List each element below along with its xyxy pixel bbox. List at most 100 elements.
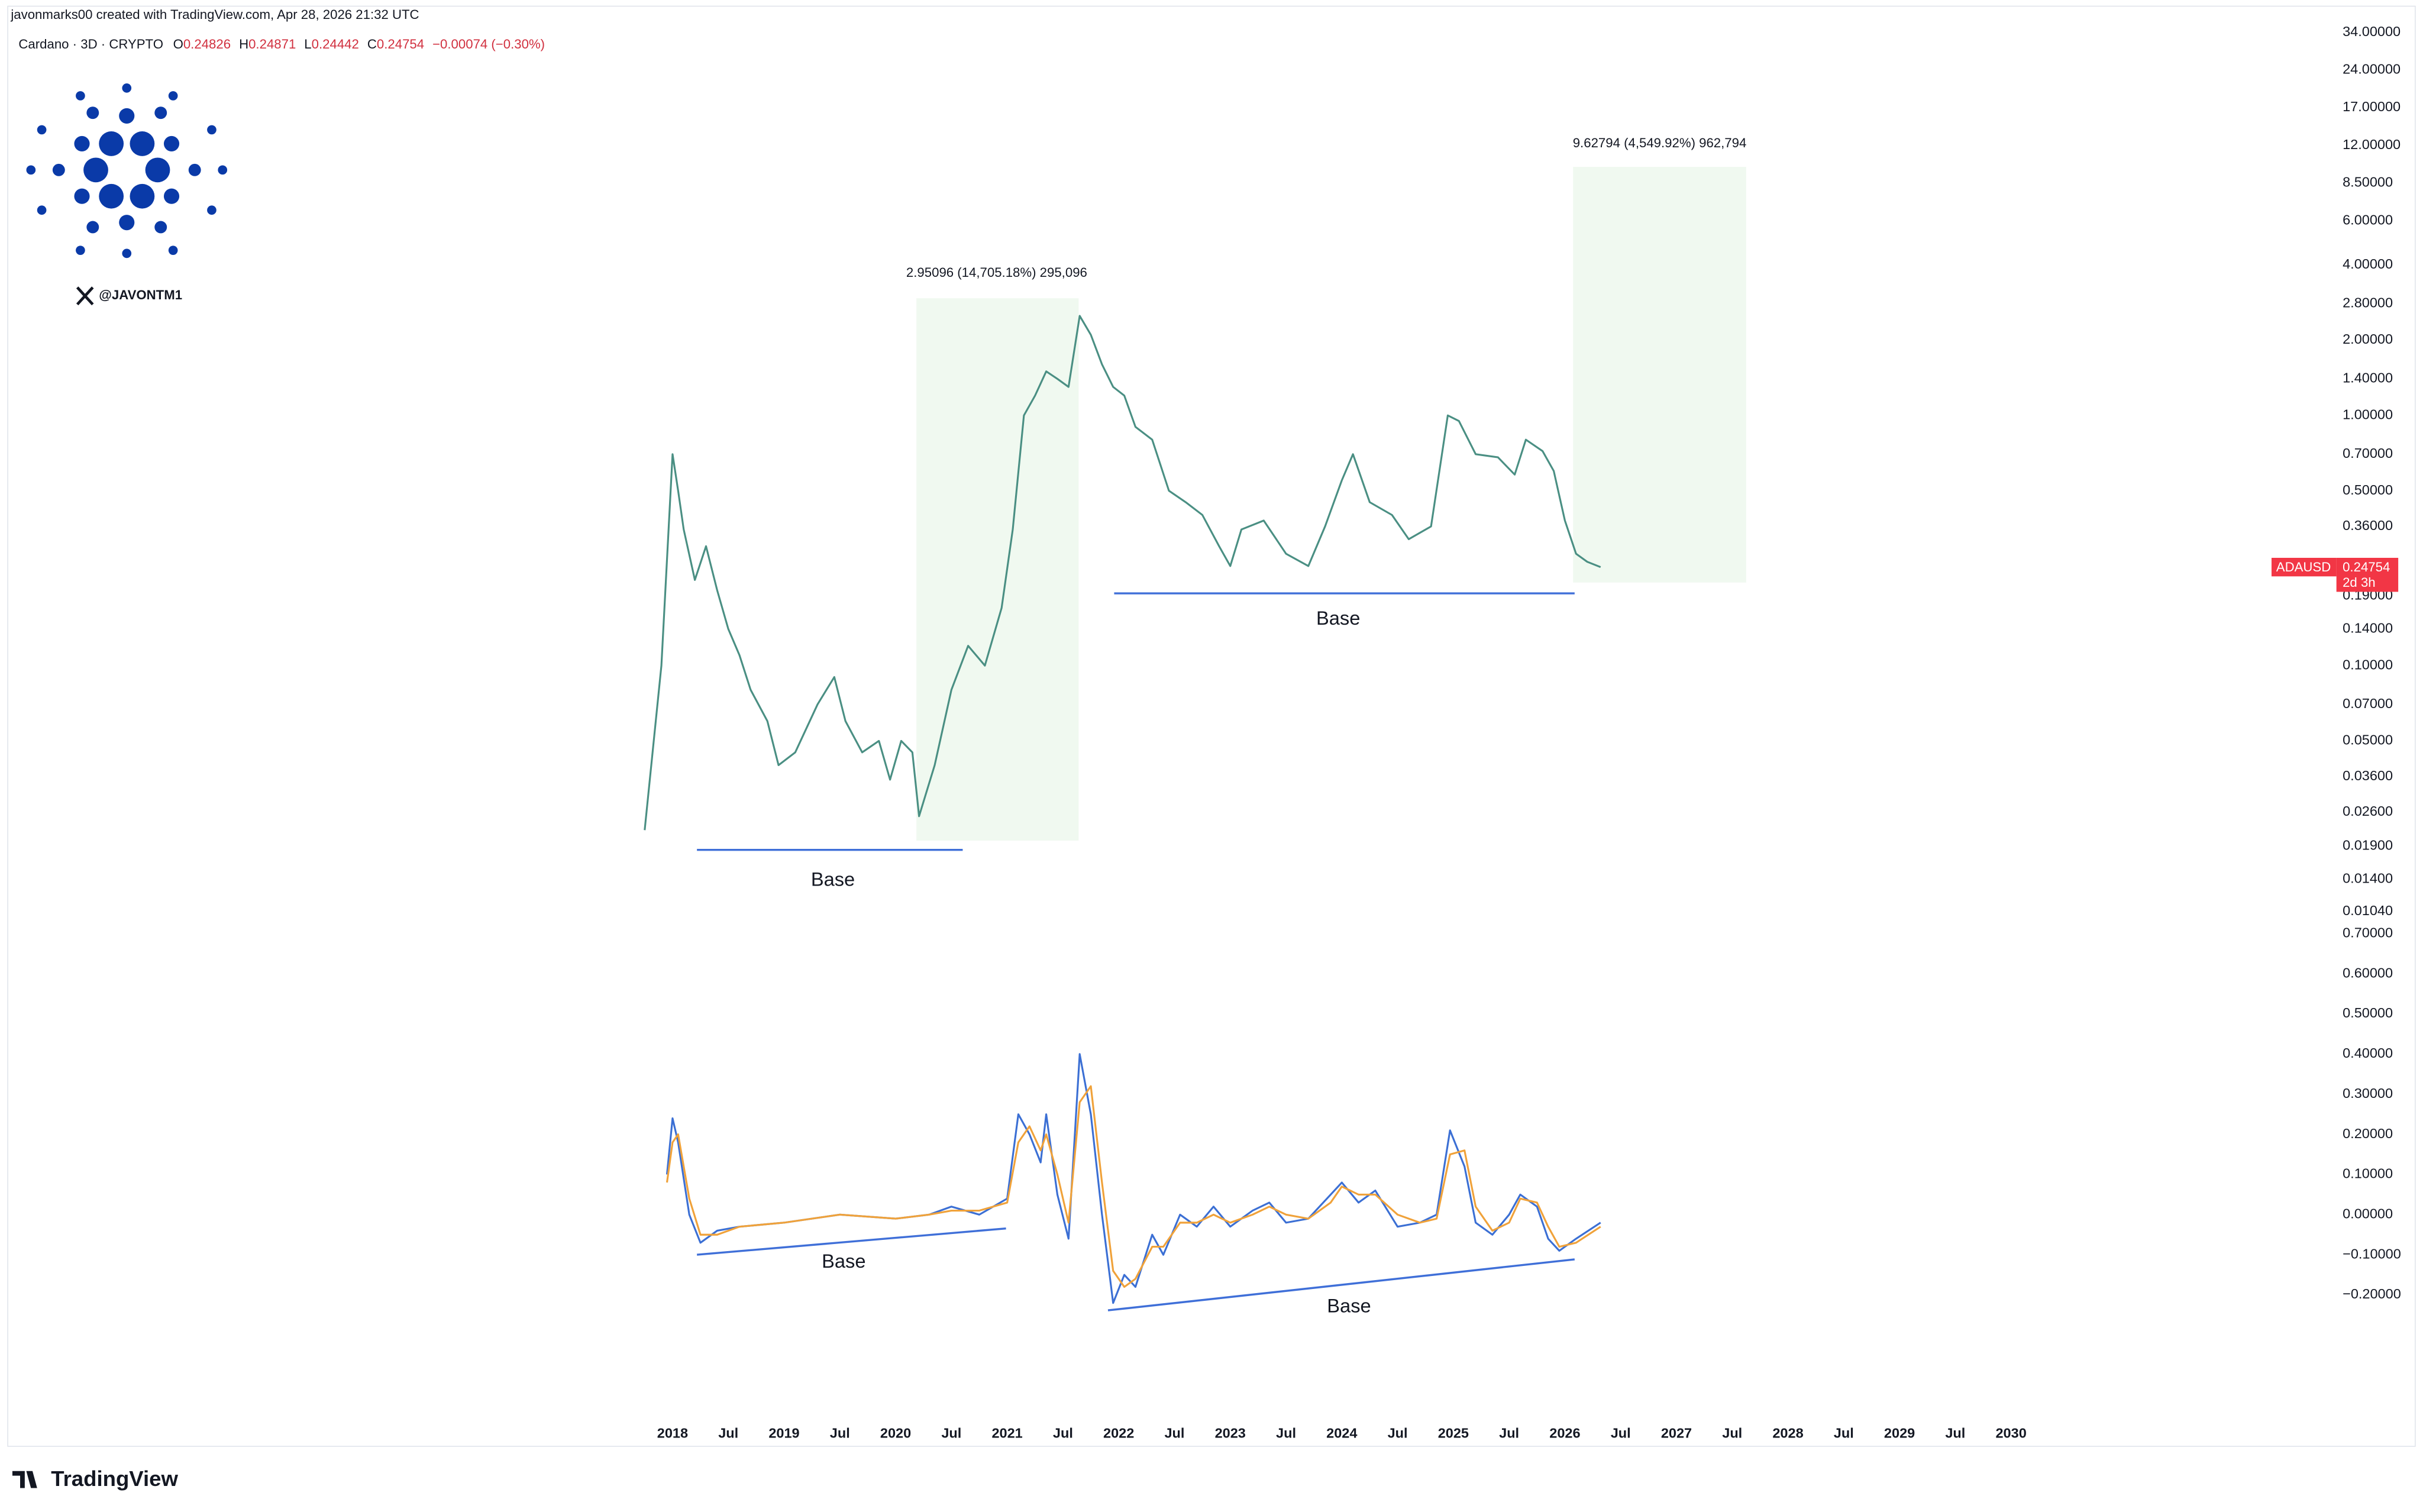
x-icon bbox=[76, 286, 94, 306]
ohlc-value: 0.24754 bbox=[377, 37, 424, 51]
attribution: javonmarks00 created with TradingView.co… bbox=[10, 7, 419, 22]
x-tick-label: 2024 bbox=[1326, 1425, 1357, 1440]
y-tick-label: 0.00000 bbox=[2343, 1206, 2393, 1222]
y-tick-label: 8.50000 bbox=[2343, 174, 2393, 189]
logo-dot bbox=[168, 91, 178, 101]
logo-dot bbox=[76, 245, 85, 256]
y-tick-label: 0.70000 bbox=[2343, 925, 2393, 940]
x-tick-label: Jul bbox=[1388, 1425, 1408, 1440]
x-tick-label: 2020 bbox=[880, 1425, 911, 1440]
plots: 34.00000 24.00000 17.00000 12.00000 8.50000 6… bbox=[644, 24, 2401, 1440]
x-tick-label: Jul bbox=[1611, 1425, 1631, 1440]
x-tick-label: Jul bbox=[830, 1425, 850, 1440]
y-tick-label: 0.20000 bbox=[2343, 1126, 2393, 1141]
y-tick-label: 2.00000 bbox=[2343, 331, 2393, 347]
base-label: Base bbox=[1327, 1295, 1371, 1317]
logo-dot bbox=[154, 106, 167, 119]
measure-label: 9.62794 (4,549.92%) 962,794 bbox=[1573, 135, 1747, 150]
bar-countdown: 2d 3h bbox=[2343, 575, 2376, 590]
ohlc-label: C bbox=[367, 37, 377, 51]
y-tick-label: 1.40000 bbox=[2343, 370, 2393, 386]
logo-dot bbox=[52, 163, 65, 176]
logo-dot bbox=[37, 125, 47, 135]
logo-dot bbox=[163, 188, 180, 204]
x-tick-label: 2018 bbox=[657, 1425, 688, 1440]
y-tick-label: 0.60000 bbox=[2343, 965, 2393, 980]
y-tick-label: 0.40000 bbox=[2343, 1045, 2393, 1061]
y-tick-label: 4.00000 bbox=[2343, 256, 2393, 272]
ohlc-value: 0.24871 bbox=[248, 37, 296, 51]
logo-dot bbox=[99, 131, 124, 156]
y-tick-label: 0.10000 bbox=[2343, 657, 2393, 672]
x-tick-label: Jul bbox=[1499, 1425, 1519, 1440]
x-tick-label: 2027 bbox=[1661, 1425, 1692, 1440]
x-tick-label: 2026 bbox=[1549, 1425, 1580, 1440]
y-tick-label: 0.01400 bbox=[2343, 870, 2393, 886]
base-label: Base bbox=[1316, 607, 1360, 629]
symbol-tag-text: ADAUSD bbox=[2276, 560, 2331, 574]
logo-dot bbox=[119, 108, 135, 124]
logo-dot bbox=[99, 183, 124, 209]
logo-dot bbox=[122, 83, 132, 93]
ohlc-label: O bbox=[173, 37, 183, 51]
chart-frame bbox=[7, 5, 2416, 1447]
logo-dot bbox=[154, 221, 167, 234]
logo-dot bbox=[145, 157, 170, 183]
ohlc-change: −0.00074 (−0.30%) bbox=[432, 37, 545, 51]
y-tick-label: 34.00000 bbox=[2343, 24, 2401, 39]
y-tick-label: 2.80000 bbox=[2343, 295, 2393, 310]
ohlc-value: 0.24826 bbox=[183, 37, 231, 51]
y-tick-label: 0.30000 bbox=[2343, 1085, 2393, 1101]
series-line bbox=[665, 1085, 1601, 1288]
y-tick-label: 0.50000 bbox=[2343, 1005, 2393, 1020]
x-tick-label: Jul bbox=[1722, 1425, 1742, 1440]
logo-dot bbox=[74, 135, 90, 151]
y-tick-label: −0.20000 bbox=[2343, 1286, 2401, 1301]
logo-dot bbox=[119, 215, 135, 231]
y-tick-label: 0.02600 bbox=[2343, 803, 2393, 819]
base-line bbox=[1107, 1258, 1575, 1311]
symbol-legend: Cardano · 3D · CRYPTO O0.24826 H0.24871 … bbox=[18, 37, 545, 51]
logo-dot bbox=[130, 131, 155, 156]
x-tick-label: 2023 bbox=[1215, 1425, 1246, 1440]
x-tick-label: Jul bbox=[1276, 1425, 1296, 1440]
y-tick-label: 24.00000 bbox=[2343, 62, 2401, 77]
price-tag bbox=[2336, 557, 2399, 592]
logo-dot bbox=[86, 221, 99, 234]
logo-dot bbox=[207, 205, 217, 215]
symbol: Cardano · 3D · CRYPTO bbox=[18, 37, 163, 51]
x-tick-label: 2030 bbox=[1995, 1425, 2026, 1440]
x-tick-label: 2021 bbox=[991, 1425, 1022, 1440]
logo-dot bbox=[130, 183, 155, 209]
x-tick-label: Jul bbox=[1834, 1425, 1854, 1440]
ohlc-label: L bbox=[304, 37, 311, 51]
symbol-tag bbox=[2271, 557, 2337, 577]
x-tick-label: Jul bbox=[1945, 1425, 1965, 1440]
logo-dot bbox=[188, 163, 201, 176]
y-tick-label: −0.10000 bbox=[2343, 1246, 2401, 1261]
measure-box bbox=[1573, 167, 1746, 583]
y-tick-label: 6.00000 bbox=[2343, 212, 2393, 227]
logo-dot bbox=[86, 106, 99, 119]
x-tick-label: 2028 bbox=[1772, 1425, 1803, 1440]
base-label: Base bbox=[811, 868, 855, 890]
logo-dot bbox=[26, 165, 36, 175]
x-tick-label: Jul bbox=[1164, 1425, 1184, 1440]
y-tick-label: 0.10000 bbox=[2343, 1166, 2393, 1181]
measure-box bbox=[916, 298, 1079, 841]
y-tick-label: 0.01040 bbox=[2343, 903, 2393, 918]
logo-dot bbox=[218, 165, 228, 175]
y-tick-label: 0.50000 bbox=[2343, 482, 2393, 497]
y-tick-label: 0.70000 bbox=[2343, 445, 2393, 461]
x-tick-label: 2025 bbox=[1438, 1425, 1469, 1440]
y-tick-label: 0.14000 bbox=[2343, 621, 2393, 636]
y-tick-label: 1.00000 bbox=[2343, 406, 2393, 422]
ohlc-value: 0.24442 bbox=[312, 37, 359, 51]
measure-label: 2.95096 (14,705.18%) 295,096 bbox=[906, 265, 1087, 280]
x-tick-label: 2022 bbox=[1103, 1425, 1134, 1440]
y-tick-label: 0.05000 bbox=[2343, 732, 2393, 748]
cardano-logo bbox=[26, 83, 228, 259]
ohlc-label: H bbox=[239, 37, 248, 51]
